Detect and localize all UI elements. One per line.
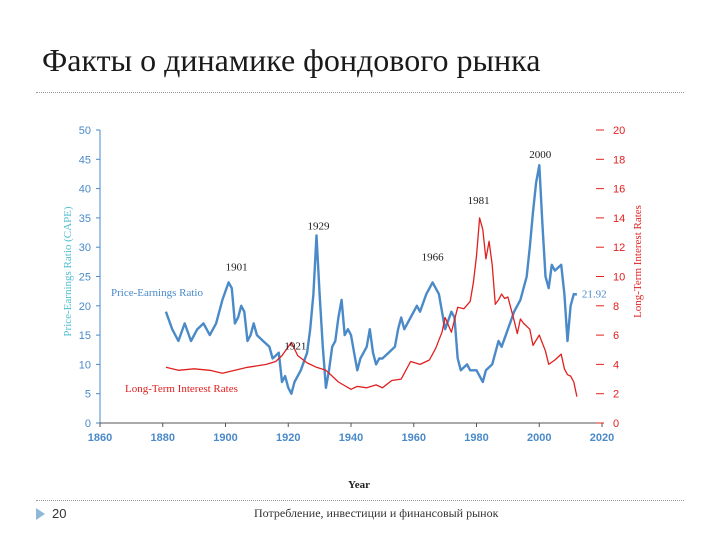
annotation-label: 1929 (307, 220, 330, 232)
y-tick-left-label: 40 (79, 184, 91, 196)
y-tick-right-label: 2 (613, 389, 619, 401)
interest-rate-line (165, 217, 578, 397)
x-tick-label: 1860 (88, 432, 112, 444)
pe-series-label: Price-Earnings Ratio (111, 287, 203, 299)
annotation-label: 1966 (422, 251, 445, 263)
x-axis-title: Year (348, 479, 370, 491)
pe-ratio-line (164, 164, 578, 395)
annotation-label: 1981 (468, 195, 490, 207)
y-tick-left-label: 15 (79, 330, 91, 342)
x-tick-label: 2020 (590, 432, 614, 444)
x-tick-label: 1960 (402, 432, 426, 444)
y-tick-right-label: 16 (613, 184, 625, 196)
page-marker-icon (36, 508, 45, 520)
y-tick-left-label: 35 (79, 213, 91, 225)
y-tick-left-label: 50 (79, 125, 91, 137)
y-tick-right-label: 18 (613, 154, 625, 166)
rates-series-label: Long-Term Interest Rates (125, 383, 238, 395)
footer-divider (36, 500, 684, 501)
y-axis-right-title: Long-Term Interest Rates (632, 205, 644, 318)
x-tick-label: 1900 (213, 432, 237, 444)
x-tick-label: 2000 (527, 432, 551, 444)
x-tick-label: 1980 (464, 432, 488, 444)
y-tick-left-label: 25 (79, 272, 91, 284)
y-tick-left-label: 10 (79, 359, 91, 371)
title-divider (36, 92, 684, 93)
annotation-label: 2000 (529, 149, 552, 161)
x-tick-label: 1940 (339, 432, 363, 444)
y-axis-left-title: Price-Earnings Ratio (CAPE) (62, 206, 74, 336)
y-tick-left-label: 45 (79, 154, 91, 166)
annotation-label: 21.92 (582, 289, 607, 301)
y-tick-right-label: 10 (613, 272, 625, 284)
x-tick-label: 1920 (276, 432, 300, 444)
y-tick-left-label: 30 (79, 242, 91, 254)
y-tick-right-label: 8 (613, 301, 619, 313)
y-tick-right-label: 4 (613, 359, 619, 371)
slide-footer: Потребление, инвестиции и финансовый рын… (254, 506, 499, 520)
y-tick-left-label: 5 (85, 389, 91, 401)
y-tick-right-label: 14 (613, 213, 625, 225)
y-tick-left-label: 20 (79, 301, 91, 313)
y-tick-right-label: 0 (613, 418, 619, 430)
annotation-label: 1921 (284, 341, 306, 353)
y-tick-right-label: 12 (613, 242, 625, 254)
annotation-label: 1901 (226, 261, 248, 273)
y-tick-right-label: 6 (613, 330, 619, 342)
x-tick-label: 1880 (151, 432, 175, 444)
slide-title: Факты о динамике фондового рынка (42, 42, 541, 78)
y-tick-left-label: 0 (85, 418, 91, 430)
y-tick-right-label: 20 (613, 125, 625, 137)
page-number: 20 (52, 506, 67, 521)
